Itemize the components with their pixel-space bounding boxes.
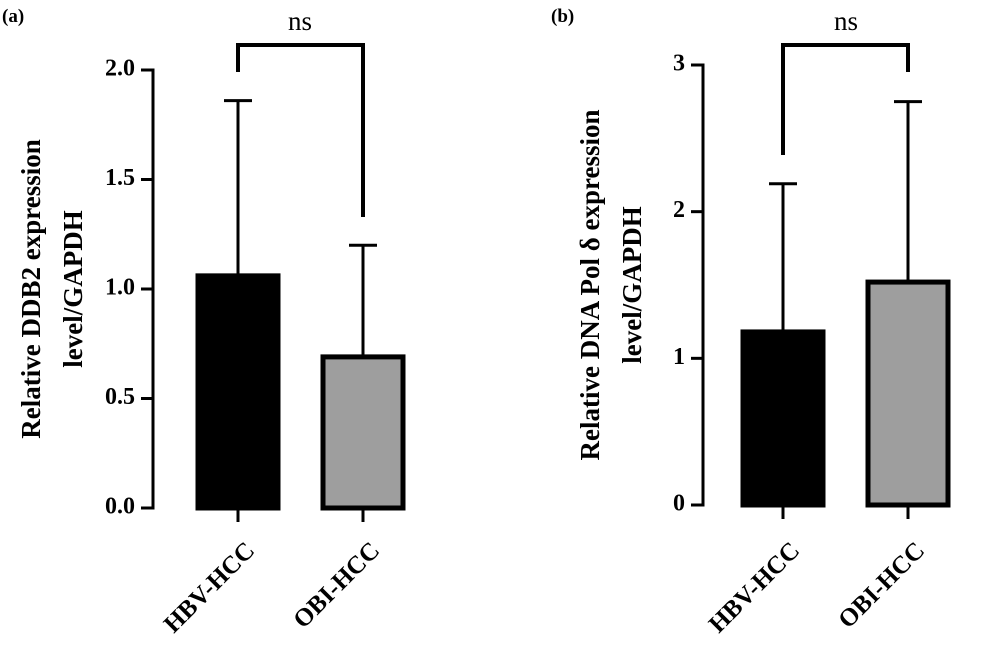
x-category-label: OBI-HCC [833,537,930,634]
significance-label: ns [834,6,858,36]
chart-panel-a: (a) Relative DDB2 expression level/GAPDH 0.… [2,6,406,638]
y-tick-label: 0 [673,491,685,517]
significance-label: ns [288,6,312,36]
significance-bracket [781,43,910,155]
significance-bracket [236,43,365,217]
panel-label: (b) [551,6,574,27]
y-tick-label: 0.0 [105,494,135,520]
y-axis-label: Relative DDB2 expression [16,139,46,438]
x-category-label: HBV-HCC [159,537,260,638]
y-tick-label: 2.0 [105,56,135,82]
bar [865,279,951,508]
y-axis-label: Relative DNA Pol δ expression [575,110,605,461]
bar [195,273,281,511]
y-tick-label: 3 [673,51,685,77]
bar [740,329,826,508]
y-axis-label: level/GAPDH [58,210,88,367]
bar [320,354,406,511]
y-axis-label: level/GAPDH [617,206,647,363]
y-tick-label: 0.5 [105,384,135,410]
x-category-label: HBV-HCC [704,537,805,638]
chart-panel-b: (b) Relative DNA Pol δ expression level/GA… [551,6,951,638]
panel-label: (a) [2,6,24,27]
y-tick-label: 1.5 [105,165,135,191]
y-tick-label: 2 [673,197,685,223]
y-tick-label: 1.0 [105,275,135,301]
x-category-label: OBI-HCC [288,537,385,634]
y-tick-label: 1 [673,344,685,370]
